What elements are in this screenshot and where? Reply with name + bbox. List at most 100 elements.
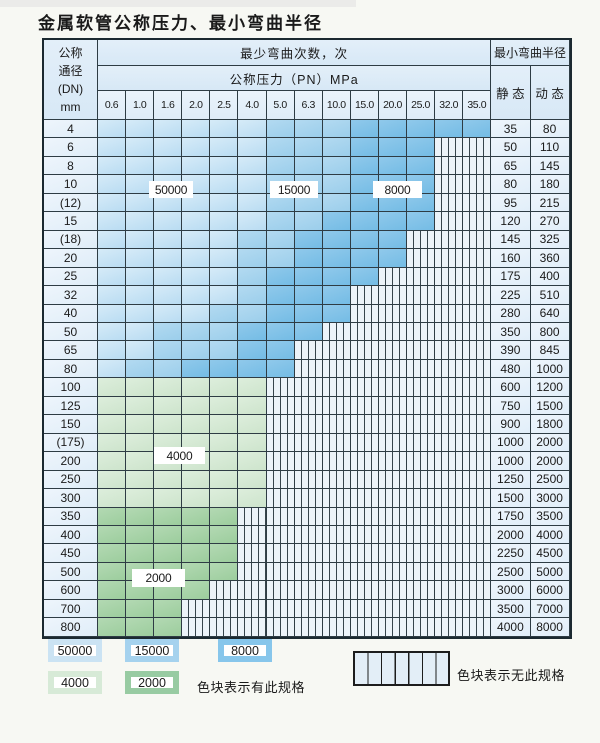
zone-cell-dn250-pn6.3-nospec [294, 470, 323, 490]
zone-cell-dn4-pn32.0-8000 [435, 120, 464, 139]
zone-cell-dn(18)-pn0.6-50000 [98, 230, 127, 250]
zone-cell-dn8-pn25.0-8000 [407, 156, 436, 176]
zone-cell-dn400-pn2.5-2000 [210, 525, 239, 545]
zone-cell-dn600-pn5.0-nospec [266, 581, 295, 600]
zone-cell-dn100-pn6.3-nospec [294, 378, 323, 397]
zone-cell-dn500-pn20.0-nospec [378, 562, 408, 582]
zone-cell-dn600-pn20.0-nospec [378, 581, 408, 600]
dn-cell-80: 80 [44, 359, 98, 379]
zone-cell-dn20-pn2.5-50000 [210, 249, 239, 268]
zone-cell-dn32-pn35.0-nospec [463, 286, 492, 305]
dynamic-radius-dn32: 510 [530, 286, 570, 305]
zone-cell-dn25-pn2.5-50000 [210, 267, 239, 287]
header-dn-line-2: 通径 [58, 63, 83, 78]
zone-cell-dn80-pn1.0-15000 [126, 359, 155, 379]
zone-cell-dn800-pn10.0-nospec [322, 618, 351, 637]
zone-cell-dn4-pn1.0-50000 [126, 120, 155, 139]
dn-cell-(175): (175) [44, 433, 98, 453]
zone-cell-dn65-pn10.0-nospec [322, 341, 351, 360]
zone-cell-dn32-pn10.0-8000 [322, 286, 351, 305]
zone-cell-dn8-pn4.0-50000 [238, 156, 267, 176]
zone-cell-dn300-pn20.0-nospec [378, 489, 408, 508]
zone-cell-dn4-pn2.0-50000 [182, 120, 211, 139]
zone-cell-dn15-pn6.3-15000 [294, 212, 323, 231]
zone-cell-dn20-pn35.0-nospec [463, 249, 492, 268]
zone-cell-dn700-pn2.0-nospec [182, 599, 211, 619]
zone-cell-dn500-pn35.0-nospec [463, 562, 492, 582]
zone-cell-dn25-pn1.6-50000 [154, 267, 183, 287]
zone-cell-dn8-pn5.0-15000 [266, 156, 295, 176]
zone-cell-dn20-pn4.0-15000 [238, 249, 267, 268]
zone-cell-dn10-pn4.0-50000 [238, 175, 267, 194]
zone-label-8000: 8000 [373, 181, 422, 198]
dynamic-radius-dn40: 640 [530, 304, 570, 323]
zone-cell-dn100-pn10.0-nospec [322, 378, 351, 397]
dn-cell-450: 450 [44, 544, 98, 563]
zone-cell-dn350-pn5.0-nospec [266, 507, 295, 526]
zone-cell-dn10-pn35.0-nospec [463, 175, 492, 194]
zone-cell-dn65-pn4.0-8000 [238, 341, 267, 360]
zone-cell-dn100-pn32.0-nospec [435, 378, 464, 397]
dynamic-radius-dn65: 845 [530, 341, 570, 360]
zone-cell-dn800-pn25.0-nospec [407, 618, 436, 637]
static-radius-dn20: 160 [491, 249, 531, 268]
pressure-col-25.0: 25.0 [407, 91, 436, 120]
zone-cell-dn700-pn2.5-nospec [210, 599, 239, 619]
dn-cell-350: 350 [44, 507, 98, 526]
zone-cell-dn250-pn15.0-nospec [350, 470, 379, 490]
zone-cell-dn80-pn1.6-15000 [154, 359, 183, 379]
static-radius-dn6: 50 [491, 138, 531, 157]
zone-cell-dn250-pn1.0-4000 [126, 470, 155, 490]
header-bend-cycles: 最少弯曲次数，次 [98, 40, 492, 66]
zone-cell-dn25-pn15.0-8000 [350, 267, 379, 287]
zone-cell-dn400-pn20.0-nospec [378, 525, 408, 545]
zone-cell-dn150-pn15.0-nospec [350, 415, 379, 434]
zone-cell-dn500-pn2.0-2000 [182, 562, 211, 582]
zone-cell-dn65-pn20.0-nospec [378, 341, 408, 360]
zone-cell-dn150-pn25.0-nospec [407, 415, 436, 434]
zone-cell-dn(18)-pn6.3-8000 [294, 230, 323, 250]
zone-cell-dn300-pn1.6-4000 [154, 489, 183, 508]
zone-cell-dn800-pn35.0-nospec [463, 618, 492, 637]
zone-cell-dn4-pn20.0-8000 [378, 120, 408, 139]
zone-cell-dn(175)-pn6.3-nospec [294, 433, 323, 453]
zone-cell-dn65-pn15.0-nospec [350, 341, 379, 360]
zone-cell-dn32-pn1.0-50000 [126, 286, 155, 305]
zone-cell-dn150-pn5.0-nospec [266, 415, 295, 434]
zone-cell-dn65-pn0.6-50000 [98, 341, 127, 360]
dn-cell-600: 600 [44, 581, 98, 600]
zone-cell-dn6-pn2.5-50000 [210, 138, 239, 157]
zone-cell-dn200-pn10.0-nospec [322, 452, 351, 471]
zone-cell-dn(12)-pn2.0-50000 [182, 193, 211, 213]
zone-cell-dn50-pn2.5-15000 [210, 322, 239, 342]
zone-cell-dn(175)-pn2.5-4000 [210, 433, 239, 453]
zone-cell-dn800-pn32.0-nospec [435, 618, 464, 637]
zone-cell-dn200-pn1.0-4000 [126, 452, 155, 471]
zone-cell-dn80-pn4.0-8000 [238, 359, 267, 379]
header-min-radius: 最小弯曲半径 [491, 40, 570, 66]
zone-cell-dn800-pn15.0-nospec [350, 618, 379, 637]
zone-cell-dn15-pn15.0-8000 [350, 212, 379, 231]
dynamic-radius-dn100: 1200 [530, 378, 570, 397]
zone-cell-dn40-pn35.0-nospec [463, 304, 492, 323]
zone-cell-dn125-pn32.0-nospec [435, 396, 464, 416]
zone-cell-dn(12)-pn2.5-50000 [210, 193, 239, 213]
zone-cell-dn6-pn0.6-50000 [98, 138, 127, 157]
zone-cell-dn(18)-pn2.0-50000 [182, 230, 211, 250]
static-radius-dn250: 1250 [491, 470, 531, 490]
zone-cell-dn80-pn6.3-nospec [294, 359, 323, 379]
static-radius-dn400: 2000 [491, 525, 531, 545]
dynamic-radius-dn600: 6000 [530, 581, 570, 600]
zone-cell-dn8-pn20.0-8000 [378, 156, 408, 176]
static-radius-dn4: 35 [491, 120, 531, 139]
zone-cell-dn300-pn35.0-nospec [463, 489, 492, 508]
zone-cell-dn15-pn1.6-50000 [154, 212, 183, 231]
zone-cell-dn350-pn35.0-nospec [463, 507, 492, 526]
legend-has-spec-label: 色块表示有此规格 [197, 680, 306, 695]
zone-cell-dn(12)-pn15.0-8000 [350, 193, 379, 213]
zone-cell-dn50-pn4.0-8000 [238, 322, 267, 342]
zone-cell-dn200-pn2.5-4000 [210, 452, 239, 471]
zone-cell-dn4-pn4.0-50000 [238, 120, 267, 139]
zone-cell-dn350-pn4.0-nospec [238, 507, 267, 526]
